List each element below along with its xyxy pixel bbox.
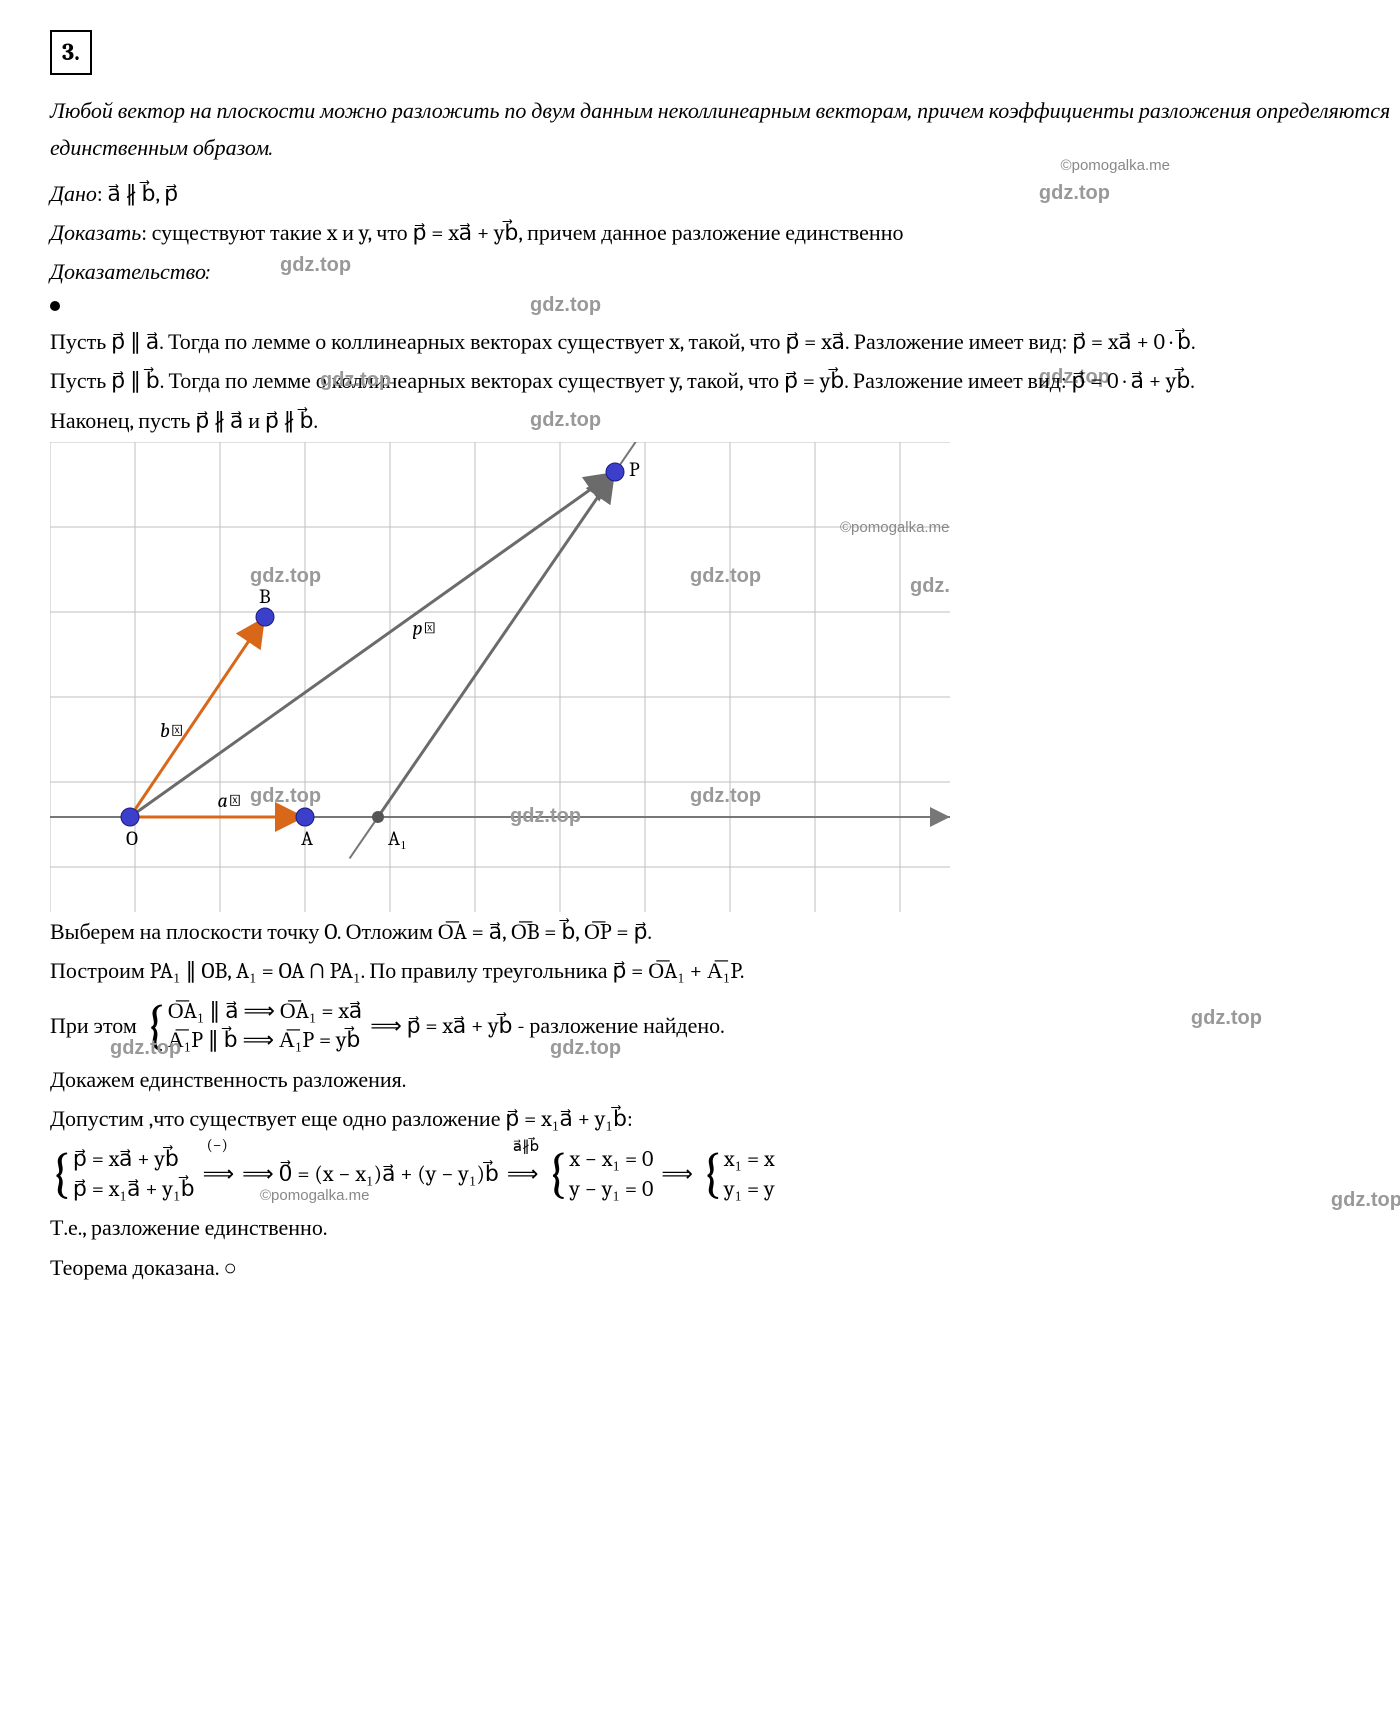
- minus-sign: (−): [207, 1132, 228, 1159]
- watermark-gdz: gdz.top: [1191, 1001, 1262, 1035]
- prove-text: : существуют такие x и y, что p⃗ = xa⃗ +…: [141, 220, 903, 246]
- brace-icon: {: [145, 1002, 166, 1051]
- svg-text:A: A: [301, 827, 313, 850]
- cond: a⃗∦b⃗: [513, 1134, 539, 1160]
- given-expr: : a⃗ ∦ b⃗, p⃗: [97, 181, 178, 207]
- svg-text:p⃗: p⃗: [413, 616, 437, 639]
- pri-etom: При этом: [50, 1008, 137, 1045]
- sys-b: p⃗ = x₁a⃗ + y₁b⃗: [73, 1175, 195, 1205]
- problem-number: 3.: [50, 30, 92, 75]
- svg-text:gdz.top: gdz.top: [250, 785, 321, 807]
- svg-text:B: B: [259, 585, 271, 608]
- paragraph-2: Пусть p⃗ ∥ b⃗. Тогда по лемме о коллинеа…: [50, 368, 1195, 394]
- svg-text:a⃗: a⃗: [218, 789, 242, 812]
- case-b: A͞₁P ∥ b⃗ ⟹ A͞₁P = yb⃗: [168, 1026, 363, 1056]
- sys-impl-1: ⟹ 0⃗ = (x − x₁)a⃗ + (y − y₁)b⃗: [242, 1156, 499, 1193]
- svg-text:O: O: [126, 827, 138, 850]
- given-label: Дано: [50, 181, 97, 207]
- paragraph-3: Наконец, пусть p⃗ ∦ a⃗ и p⃗ ∦ b⃗.: [50, 403, 1400, 440]
- bullet-icon: [50, 301, 60, 311]
- svg-text:gdz.top: gdz.top: [690, 785, 761, 807]
- brace-icon: {: [50, 1150, 71, 1199]
- brace-icon: {: [546, 1150, 567, 1199]
- after-fig-3-post: ⟹ p⃗ = xa⃗ + yb⃗ - разложение найдено.: [370, 1008, 724, 1045]
- prove-label: Доказать: [50, 220, 141, 246]
- sys-impl-3a: x₁ = x: [724, 1145, 775, 1175]
- watermark-gdz: gdz.top: [1039, 176, 1110, 210]
- watermark-gdz: gdz.top: [530, 288, 601, 322]
- svg-text:P: P: [629, 458, 640, 481]
- proof-label: Доказательство:: [50, 259, 210, 285]
- arrow-icon: ⟹: [203, 1161, 235, 1187]
- tail-1: Т.е., разложение единственно.: [50, 1210, 1400, 1247]
- sys-impl-2a: x − x₁ = 0: [569, 1145, 653, 1175]
- svg-text:©pomogalka.me: ©pomogalka.me: [840, 519, 949, 536]
- svg-text:gdz.top: gdz.top: [910, 575, 950, 597]
- arrow-icon: ⟹: [507, 1161, 539, 1187]
- sys-impl-3b: y₁ = y: [724, 1175, 775, 1205]
- sys-impl-2b: y − y₁ = 0: [569, 1175, 653, 1205]
- svg-text:gdz.top: gdz.top: [250, 565, 321, 587]
- uniq-1: Докажем единственность разложения.: [50, 1062, 1400, 1099]
- case-a: O͞A₁ ∥ a⃗ ⟹ O͞A₁ = xa⃗: [168, 997, 363, 1027]
- uniq-2: Допустим ,что существует еще одно разлож…: [50, 1101, 1400, 1138]
- theorem-statement: Любой вектор на плоскости можно разложит…: [50, 93, 1400, 168]
- sys-a: p⃗ = xa⃗ + yb⃗: [73, 1145, 195, 1175]
- watermark-gdz: gdz.top: [280, 248, 351, 282]
- vector-diagram: O A A₁ B Pa⃗ b⃗ p⃗ gdz.top gdz.top gdz.top gdz.top…: [50, 442, 1400, 912]
- after-fig-1: Выберем на плоскости точку O. Отложим O͞…: [50, 914, 1400, 951]
- svg-text:gdz.top: gdz.top: [690, 565, 761, 587]
- tail-2: Теорема доказана. ○: [50, 1250, 1400, 1287]
- svg-text:gdz.top: gdz.top: [510, 805, 581, 827]
- after-fig-2: Построим PA₁ ∥ OB, A₁ = OA ∩ PA₁. По пра…: [50, 953, 1400, 990]
- brace-icon: {: [701, 1150, 722, 1199]
- paragraph-1: Пусть p⃗ ∥ a⃗. Тогда по лемме о коллинеа…: [50, 329, 1196, 355]
- svg-text:b⃗: b⃗: [160, 719, 184, 742]
- svg-text:A₁: A₁: [388, 827, 407, 850]
- arrow-icon: ⟹: [661, 1156, 693, 1193]
